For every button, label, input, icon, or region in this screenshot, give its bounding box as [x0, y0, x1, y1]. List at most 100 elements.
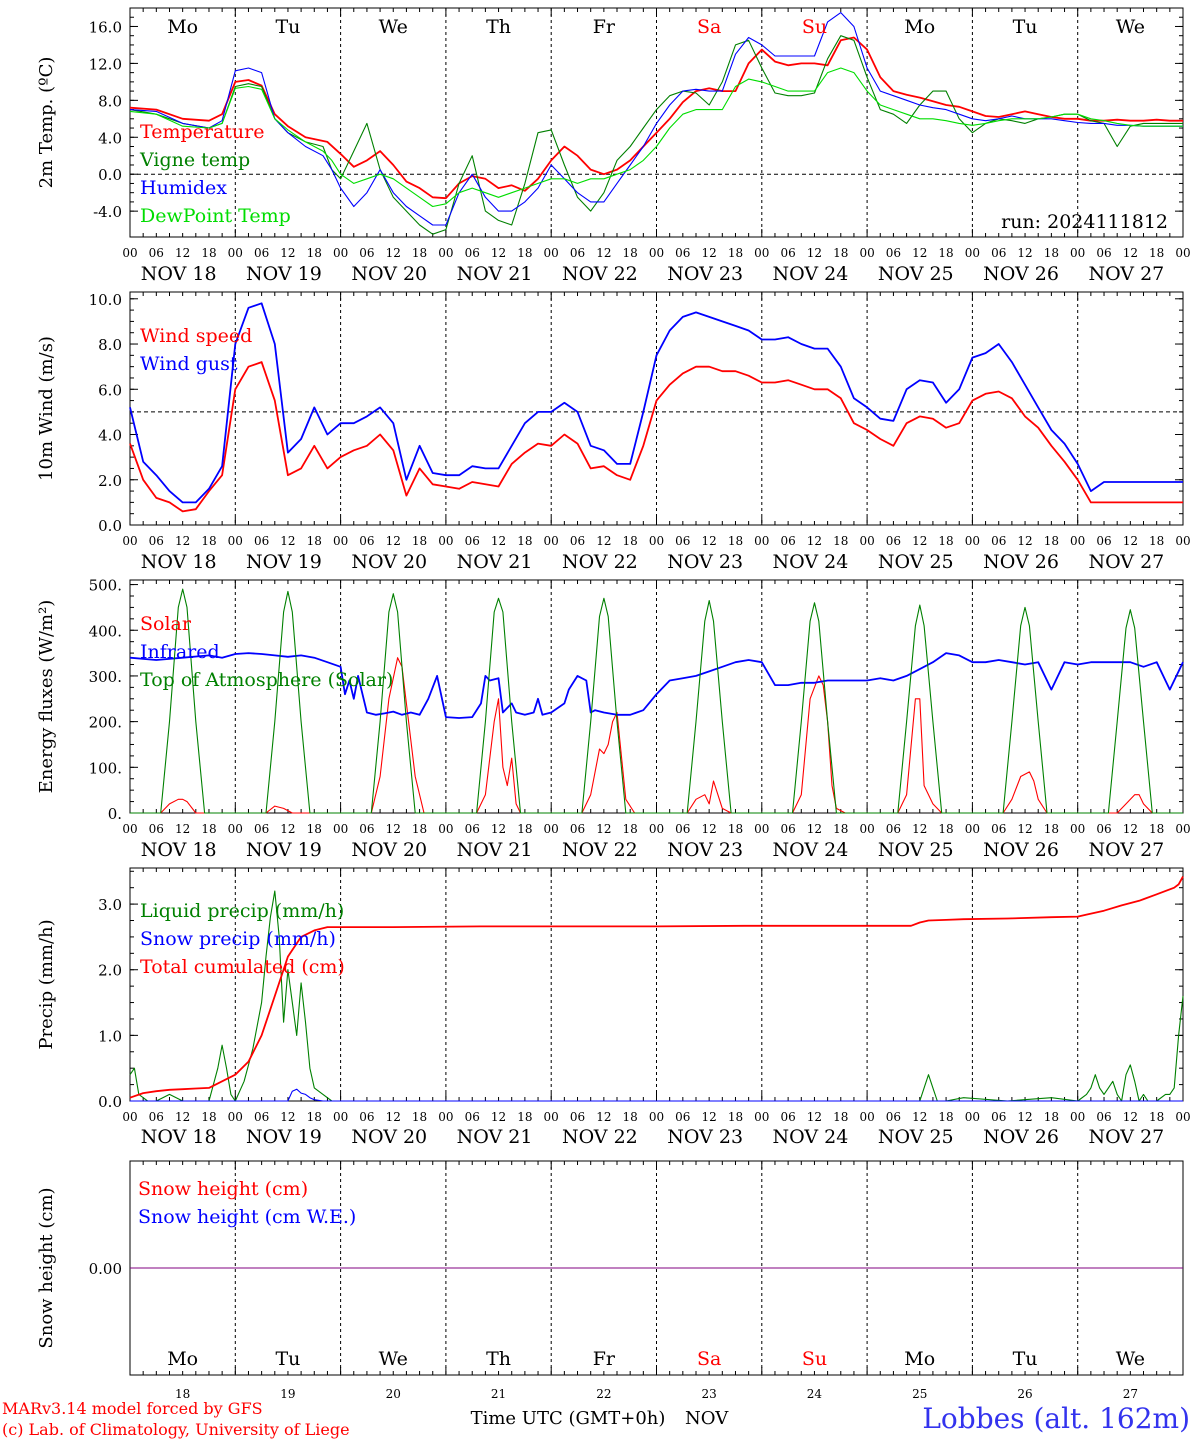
x-hour-label: 18	[938, 534, 953, 548]
x-hour-label: 06	[149, 246, 164, 260]
x-hour-label: 18	[728, 1110, 743, 1124]
x-hour-label: 06	[149, 822, 164, 836]
x-date-label: NOV 19	[246, 551, 322, 573]
x-hour-label: 12	[807, 246, 822, 260]
x-date-label: NOV 22	[562, 839, 638, 861]
x-hour-label: 06	[359, 534, 374, 548]
y-tick-label: 0.0	[98, 166, 122, 184]
x-hour-label: 00	[1175, 822, 1190, 836]
x-hour-label: 00	[333, 822, 348, 836]
x-hour-label: 06	[886, 246, 901, 260]
y-tick-label: 500.	[89, 577, 122, 595]
x-hour-label: 00	[122, 246, 137, 260]
y-axis-title: Snow height (cm)	[36, 1187, 57, 1348]
y-tick-label: 10.0	[89, 291, 122, 309]
x-hour-label: 12	[912, 822, 927, 836]
x-hour-label: 18	[201, 822, 216, 836]
x-hour-label: 18	[1149, 822, 1164, 836]
y-axis-title: 10m Wind (m/s)	[36, 336, 57, 481]
x-hour-label: 06	[465, 1110, 480, 1124]
x-hour-label: 06	[570, 246, 585, 260]
x-hour-label: 00	[544, 534, 559, 548]
series-line-snow-precip-mm-h-	[130, 1088, 1183, 1102]
x-hour-label: 00	[1070, 246, 1085, 260]
x-hour-label: 00	[754, 822, 769, 836]
y-tick-label: 16.0	[89, 18, 122, 36]
legend-entry: DewPoint Temp	[140, 205, 291, 227]
footer-date-number: 18	[175, 1387, 190, 1401]
x-hour-label: 12	[1123, 1110, 1138, 1124]
x-hour-label: 06	[465, 246, 480, 260]
x-hour-label: 18	[938, 1110, 953, 1124]
x-date-label: NOV 25	[878, 1126, 954, 1148]
x-date-label: NOV 24	[773, 263, 849, 285]
x-date-label: NOV 23	[667, 263, 743, 285]
x-date-label: NOV 19	[246, 839, 322, 861]
x-hour-label: 18	[728, 822, 743, 836]
x-hour-label: 06	[1096, 534, 1111, 548]
x-hour-label: 00	[965, 534, 980, 548]
x-date-label: NOV 20	[351, 551, 427, 573]
x-hour-label: 18	[517, 1110, 532, 1124]
y-tick-label: 4.0	[98, 427, 122, 445]
x-hour-label: 06	[1096, 246, 1111, 260]
x-hour-label: 00	[965, 1110, 980, 1124]
x-date-label: NOV 22	[562, 263, 638, 285]
x-hour-label: 00	[859, 246, 874, 260]
footer-date-number: 26	[1017, 1387, 1032, 1401]
panel-wind: 0.0 2.0 4.0 6.0 8.0 10.0 10m Wind (m/s) Wind sp…	[36, 291, 1191, 573]
x-hour-label: 06	[675, 822, 690, 836]
x-hour-label: 18	[412, 1110, 427, 1124]
x-hour-label: 00	[649, 1110, 664, 1124]
x-date-label: NOV 27	[1088, 551, 1164, 573]
weekday-label: Su	[802, 1348, 827, 1370]
x-hour-label: 18	[307, 534, 322, 548]
x-hour-label: 06	[359, 1110, 374, 1124]
x-hour-label: 12	[807, 1110, 822, 1124]
x-hour-label: 12	[280, 1110, 295, 1124]
weekday-label: Mo	[167, 1348, 198, 1370]
x-hour-label: 18	[938, 822, 953, 836]
x-hour-label: 06	[1096, 822, 1111, 836]
y-tick-label: 0.0	[98, 1093, 122, 1111]
x-hour-label: 12	[175, 534, 190, 548]
x-hour-label: 06	[149, 534, 164, 548]
y-tick-label: 0.00	[89, 1260, 122, 1278]
x-hour-label: 00	[754, 534, 769, 548]
y-tick-label: 4.0	[98, 129, 122, 147]
legend-entry: Temperature	[140, 121, 264, 143]
x-hour-label: 18	[201, 1110, 216, 1124]
y-tick-label: 200.	[89, 714, 122, 732]
model-credit: MARv3.14 model forced by GFS	[2, 1399, 263, 1418]
x-date-label: NOV 18	[141, 551, 217, 573]
legend-entry: Solar	[140, 613, 192, 635]
x-hour-label: 06	[1096, 1110, 1111, 1124]
x-hour-label: 06	[254, 246, 269, 260]
x-hour-label: 12	[912, 246, 927, 260]
x-hour-label: 06	[675, 534, 690, 548]
x-hour-label: 00	[228, 246, 243, 260]
series-line-wind-speed	[129, 361, 1183, 513]
weekday-label: Tu	[275, 16, 300, 38]
series-line-vigne-temp	[129, 35, 1183, 235]
weekday-label: Sa	[697, 1348, 721, 1370]
x-hour-label: 12	[491, 1110, 506, 1124]
x-hour-label: 18	[623, 534, 638, 548]
weekday-label: Sa	[697, 16, 721, 38]
x-hour-label: 12	[1123, 246, 1138, 260]
panel-temp: -4.0 0.0 4.0 8.0 12.0 16.0 2m Temp. (ºC) Temper…	[36, 7, 1191, 285]
x-hour-label: 12	[1123, 534, 1138, 548]
x-date-label: NOV 20	[351, 1126, 427, 1148]
x-hour-label: 12	[596, 1110, 611, 1124]
x-hour-label: 18	[1149, 534, 1164, 548]
x-hour-label: 06	[886, 534, 901, 548]
x-hour-label: 06	[465, 534, 480, 548]
x-hour-label: 18	[938, 246, 953, 260]
x-hour-label: 00	[1070, 1110, 1085, 1124]
x-date-label: NOV 27	[1088, 263, 1164, 285]
x-date-label: NOV 25	[878, 263, 954, 285]
footer-date-number: 20	[386, 1387, 401, 1401]
x-hour-label: 00	[859, 534, 874, 548]
x-date-label: NOV 27	[1088, 839, 1164, 861]
weekday-label: We	[379, 1348, 408, 1370]
